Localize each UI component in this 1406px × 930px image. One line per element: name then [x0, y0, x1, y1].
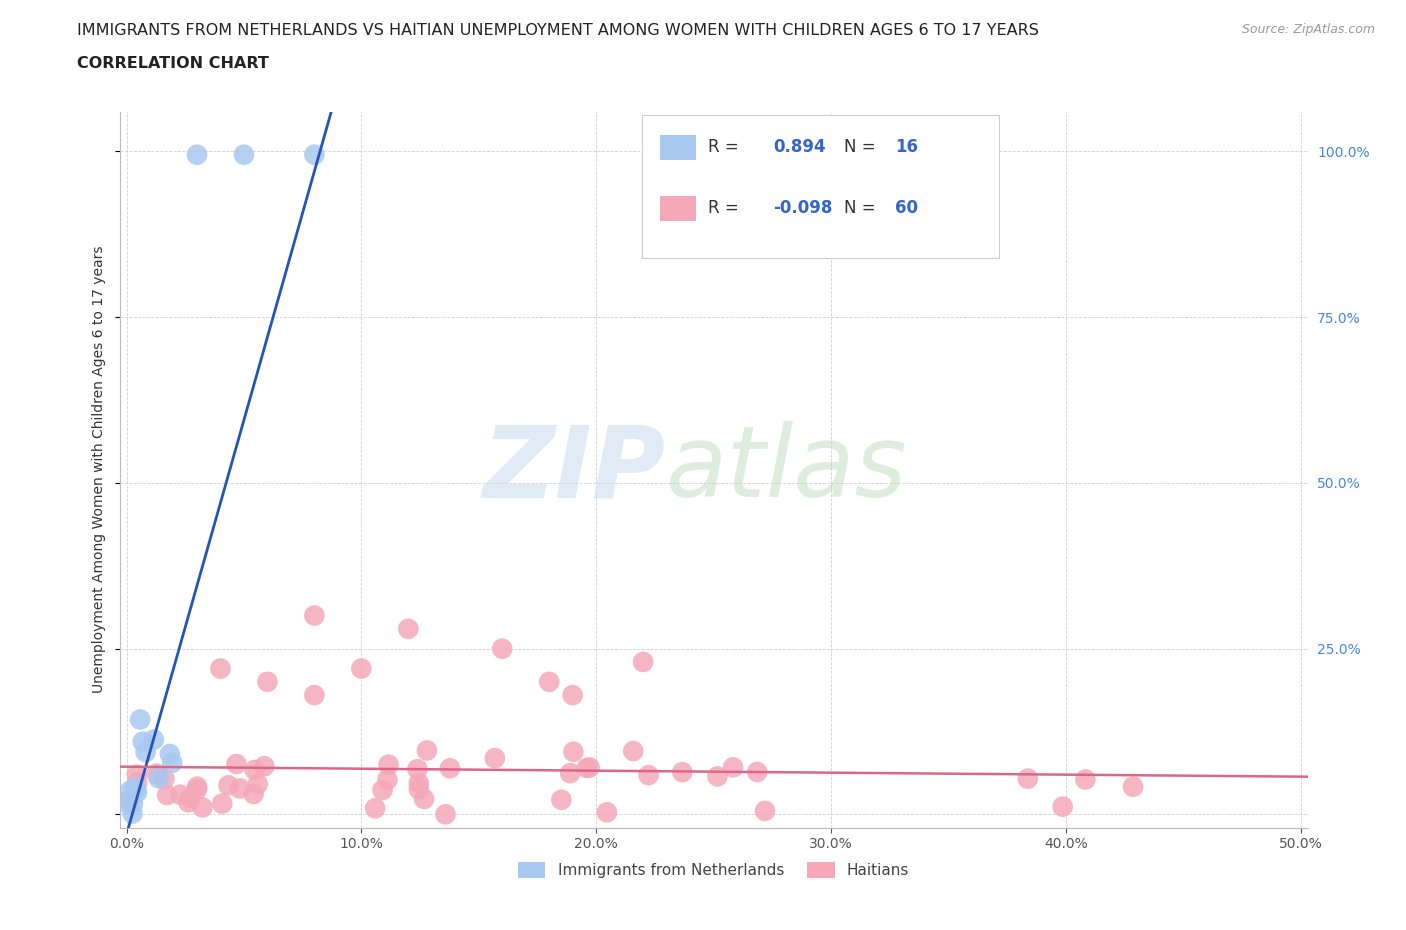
- Point: [434, 807, 457, 822]
- Point: [246, 777, 269, 791]
- Point: [120, 792, 142, 807]
- Text: N =: N =: [844, 139, 882, 156]
- Point: [621, 744, 644, 759]
- Point: [129, 712, 152, 727]
- Y-axis label: Unemployment Among Women with Children Ages 6 to 17 years: Unemployment Among Women with Children A…: [93, 246, 107, 694]
- Point: [747, 764, 769, 779]
- Point: [153, 772, 176, 787]
- Point: [121, 806, 143, 821]
- Point: [118, 797, 141, 812]
- Point: [1017, 771, 1039, 786]
- Point: [1074, 772, 1097, 787]
- Text: R =: R =: [707, 139, 744, 156]
- Point: [637, 767, 659, 782]
- Point: [484, 751, 506, 765]
- Text: IMMIGRANTS FROM NETHERLANDS VS HAITIAN UNEMPLOYMENT AMONG WOMEN WITH CHILDREN AG: IMMIGRANTS FROM NETHERLANDS VS HAITIAN U…: [77, 23, 1039, 38]
- FancyBboxPatch shape: [643, 115, 998, 259]
- Point: [242, 787, 264, 802]
- Point: [396, 621, 419, 636]
- Point: [229, 781, 252, 796]
- Point: [125, 767, 148, 782]
- Point: [191, 800, 214, 815]
- Legend: Immigrants from Netherlands, Haitians: Immigrants from Netherlands, Haitians: [512, 857, 915, 884]
- Point: [122, 796, 145, 811]
- Point: [186, 782, 208, 797]
- Point: [169, 788, 191, 803]
- Point: [118, 783, 141, 798]
- Text: Source: ZipAtlas.com: Source: ZipAtlas.com: [1241, 23, 1375, 36]
- Point: [148, 771, 170, 786]
- Point: [671, 764, 693, 779]
- Point: [578, 760, 600, 775]
- Point: [377, 757, 399, 772]
- Point: [135, 745, 157, 760]
- Point: [706, 769, 728, 784]
- Point: [304, 687, 326, 702]
- Point: [125, 785, 148, 800]
- Text: 16: 16: [896, 139, 918, 156]
- Bar: [659, 135, 696, 160]
- Point: [132, 734, 155, 749]
- Point: [243, 763, 266, 777]
- Point: [1122, 779, 1144, 794]
- Point: [233, 147, 256, 162]
- Point: [371, 782, 394, 797]
- Point: [377, 772, 399, 787]
- Point: [364, 801, 387, 816]
- Point: [142, 732, 165, 747]
- Point: [211, 796, 233, 811]
- Text: R =: R =: [707, 199, 744, 218]
- Point: [186, 147, 208, 162]
- Point: [125, 782, 148, 797]
- Text: atlas: atlas: [666, 421, 908, 518]
- Point: [754, 804, 776, 818]
- Point: [491, 642, 513, 657]
- Point: [159, 747, 181, 762]
- Bar: [659, 195, 696, 220]
- Point: [596, 804, 619, 819]
- Text: CORRELATION CHART: CORRELATION CHART: [77, 56, 269, 71]
- Point: [721, 760, 744, 775]
- Point: [439, 761, 461, 776]
- Point: [217, 777, 239, 792]
- Point: [631, 655, 654, 670]
- Point: [304, 608, 326, 623]
- Point: [186, 779, 208, 794]
- Point: [406, 762, 429, 777]
- Text: 60: 60: [896, 199, 918, 218]
- Point: [253, 759, 276, 774]
- Text: -0.098: -0.098: [773, 199, 832, 218]
- Point: [256, 674, 278, 689]
- Point: [560, 765, 582, 780]
- Point: [575, 761, 598, 776]
- Point: [177, 795, 200, 810]
- Text: N =: N =: [844, 199, 882, 218]
- Point: [127, 775, 149, 790]
- Point: [350, 661, 373, 676]
- Point: [225, 757, 247, 772]
- Point: [179, 790, 201, 805]
- Point: [304, 147, 326, 162]
- Point: [408, 776, 430, 790]
- Point: [1052, 799, 1074, 814]
- Text: 0.894: 0.894: [773, 139, 825, 156]
- Point: [561, 687, 583, 702]
- Point: [408, 782, 430, 797]
- Point: [162, 755, 184, 770]
- Point: [124, 780, 146, 795]
- Point: [156, 788, 179, 803]
- Point: [550, 792, 572, 807]
- Point: [562, 744, 585, 759]
- Point: [538, 674, 561, 689]
- Point: [416, 743, 439, 758]
- Point: [413, 791, 436, 806]
- Text: ZIP: ZIP: [484, 421, 666, 518]
- Point: [145, 766, 167, 781]
- Point: [209, 661, 232, 676]
